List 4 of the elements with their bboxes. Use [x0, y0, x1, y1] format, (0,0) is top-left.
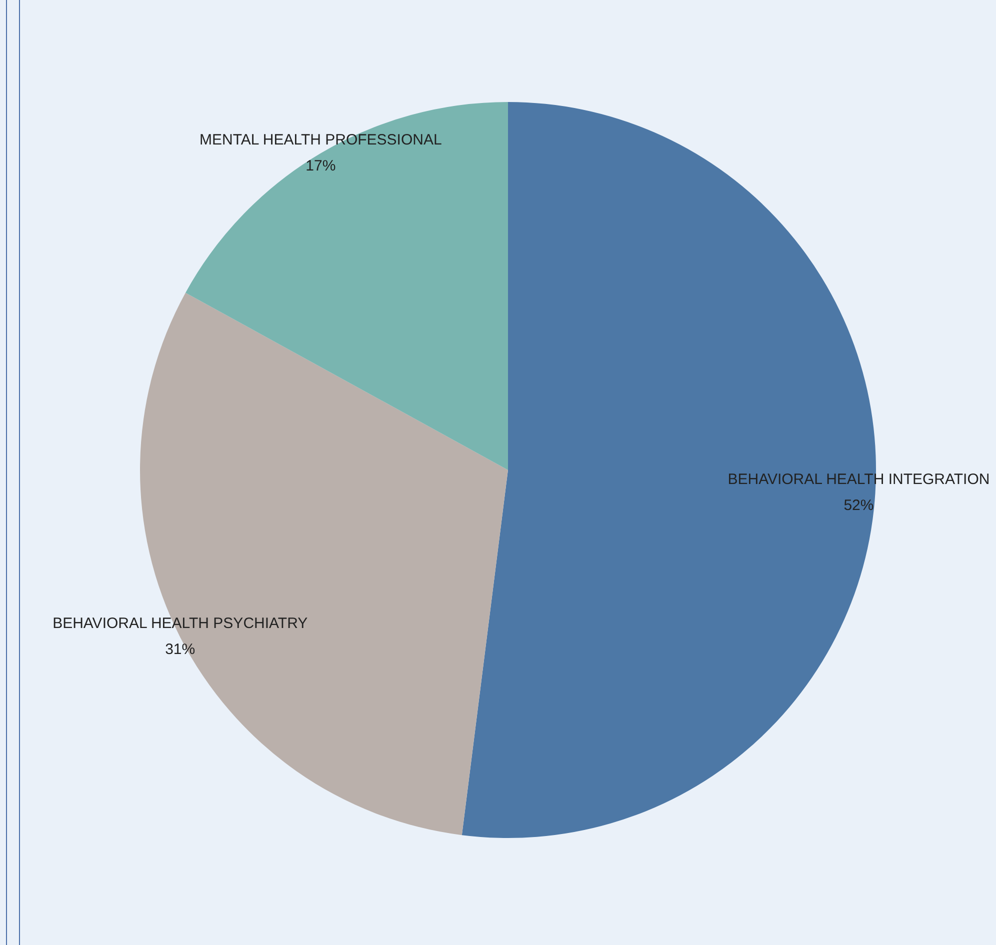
data-label: 31% — [165, 641, 196, 658]
slice-label: BEHAVIORAL HEALTH PSYCHIATRY — [52, 615, 308, 632]
data-label: 17% — [306, 157, 336, 174]
data-label: 52% — [844, 497, 874, 514]
